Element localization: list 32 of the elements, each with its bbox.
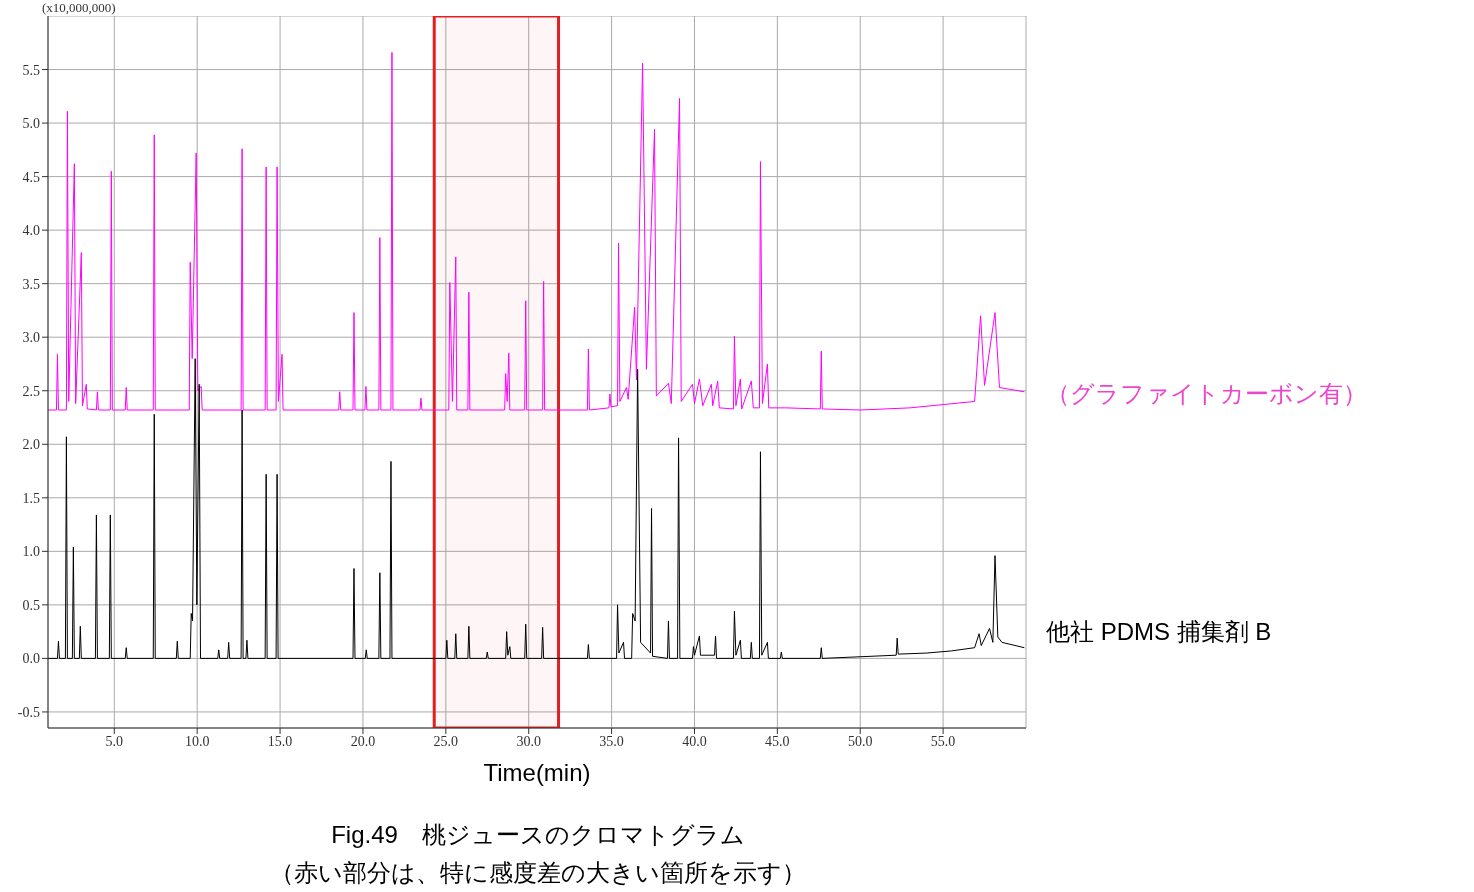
y-tick-label: 2.5 <box>22 383 40 399</box>
x-tick-label: 15.0 <box>267 733 293 749</box>
line-series <box>48 51 1025 411</box>
y-tick-label: 2.0 <box>22 437 40 453</box>
series-label: 他社 PDMS 捕集剤 B <box>1046 617 1272 647</box>
y-tick-label: 5.5 <box>22 62 40 78</box>
x-tick-label: 55.0 <box>930 733 956 749</box>
y-tick-label: 4.0 <box>22 223 40 239</box>
x-tick-label: 45.0 <box>765 733 790 749</box>
x-tick-label: 40.0 <box>682 733 707 749</box>
x-tick-label: 5.0 <box>105 733 124 749</box>
x-tick-label: 25.0 <box>433 733 459 749</box>
x-tick-label: 20.0 <box>350 733 376 749</box>
text: （赤い部分は、特に感度差の大きい箇所を示す） <box>269 858 807 888</box>
y-tick-label: -0.5 <box>17 704 40 720</box>
text: (x10,000,000) <box>42 0 116 16</box>
x-axis-title: Time(min) <box>483 759 591 787</box>
x-tick-label: 50.0 <box>847 733 873 749</box>
y-tick-label: 3.0 <box>22 330 40 346</box>
y-tick-label: 4.5 <box>22 169 40 185</box>
x-tick-label: 30.0 <box>516 733 541 749</box>
caption: Fig.49 桃ジュースのクロマトグラム <box>330 820 746 850</box>
y-tick-label: 1.5 <box>22 490 40 506</box>
x-tick-label: 10.0 <box>184 733 210 749</box>
y-tick-label: 3.5 <box>22 276 40 292</box>
y-tick-label: 0.0 <box>22 651 40 667</box>
y-tick-label: 0.5 <box>22 597 40 613</box>
x-tick-label: 35.0 <box>599 733 624 749</box>
y-tick-label: 1.0 <box>22 544 40 560</box>
y-tick-label: 5.0 <box>22 116 40 132</box>
line-series <box>48 358 1025 659</box>
series-label: （グラファイトカーボン有） <box>1046 379 1367 409</box>
